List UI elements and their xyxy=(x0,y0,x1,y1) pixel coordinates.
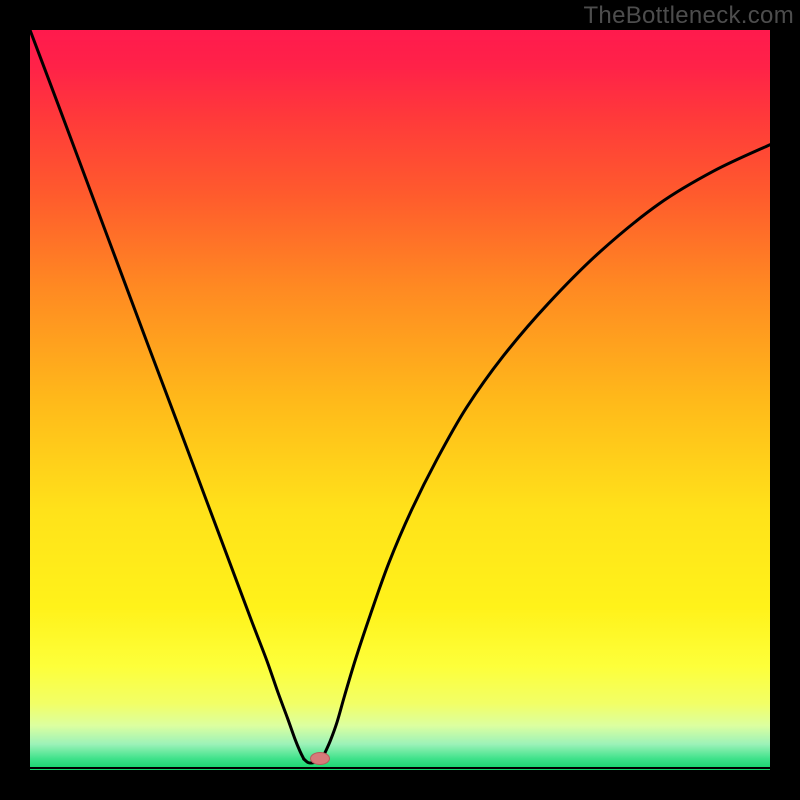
watermark-text: TheBottleneck.com xyxy=(583,2,794,30)
plot-area xyxy=(30,30,770,770)
curve-path xyxy=(30,30,770,763)
dip-marker xyxy=(310,752,330,765)
bottleneck-curve xyxy=(30,30,770,770)
chart-frame: TheBottleneck.com xyxy=(0,0,800,800)
